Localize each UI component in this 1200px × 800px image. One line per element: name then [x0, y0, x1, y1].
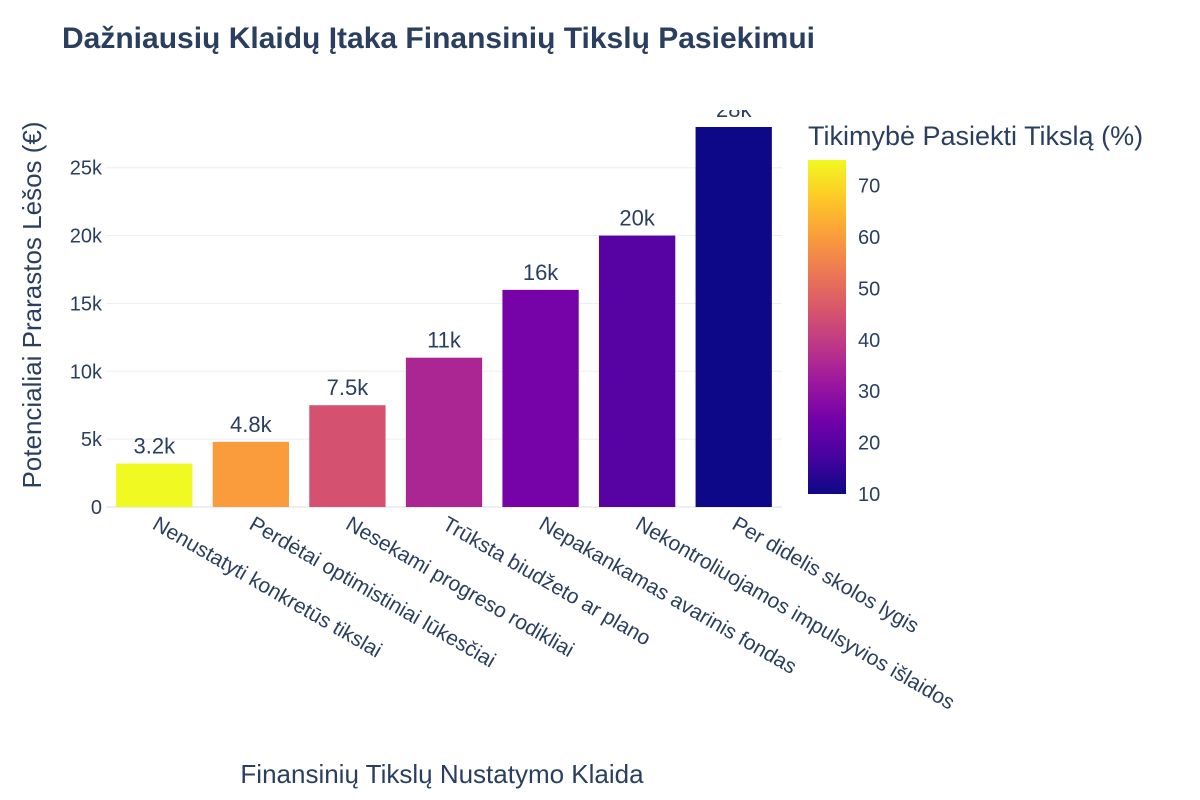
colorbar-tick-label: 30	[858, 381, 880, 403]
bar	[405, 357, 483, 507]
colorbar-tick-label: 10	[858, 484, 880, 506]
bar-data-label: 11k	[427, 328, 462, 353]
bar	[212, 441, 290, 507]
x-axis-title: Finansinių Tikslų Nustatymo Klaida	[240, 759, 644, 789]
colorbar-tick-label: 60	[858, 227, 880, 249]
colorbar-tick-label: 50	[858, 278, 880, 300]
y-axis-ticks: 0 5k 10k 15k 20k 25k	[70, 158, 103, 519]
y-tick-label: 25k	[70, 158, 103, 180]
chart-title: Dažniausių Klaidų Įtaka Finansinių Tiksl…	[62, 22, 815, 55]
bar-data-label: 28k	[716, 97, 752, 122]
y-tick-label: 15k	[70, 293, 103, 315]
y-axis-title: Potencialiai Prarastos Lėšos (€)	[17, 121, 47, 488]
bar-data-label: 7.5k	[327, 375, 370, 400]
colorbar-gradient	[808, 160, 846, 494]
bar-data-label: 3.2k	[133, 434, 176, 459]
colorbar-tick-label: 20	[858, 433, 880, 455]
data-labels: 3.2k 4.8k 7.5k 11k 16k 20k 28k	[133, 97, 752, 459]
bar	[598, 235, 676, 508]
y-tick-label: 0	[91, 497, 102, 519]
bar-data-label: 4.8k	[230, 412, 273, 437]
y-tick-label: 5k	[81, 429, 103, 451]
colorbar-tick-label: 40	[858, 330, 880, 352]
colorbar: Tikimybė Pasiekti Tikslą (%) 10 20 30 40 50 6…	[808, 121, 1143, 506]
bar	[116, 463, 193, 507]
y-tick-label: 10k	[70, 361, 103, 383]
colorbar-ticks: 10 20 30 40 50 60 70	[858, 176, 880, 506]
bar-data-label: 16k	[523, 260, 559, 285]
bar	[309, 405, 386, 507]
bars	[116, 127, 772, 508]
y-tick-label: 20k	[70, 226, 103, 248]
bar	[502, 289, 579, 507]
colorbar-title: Tikimybė Pasiekti Tikslą (%)	[808, 121, 1143, 151]
bar	[695, 127, 772, 507]
bar-data-label: 20k	[619, 206, 655, 231]
colorbar-tick-label: 70	[858, 176, 880, 198]
